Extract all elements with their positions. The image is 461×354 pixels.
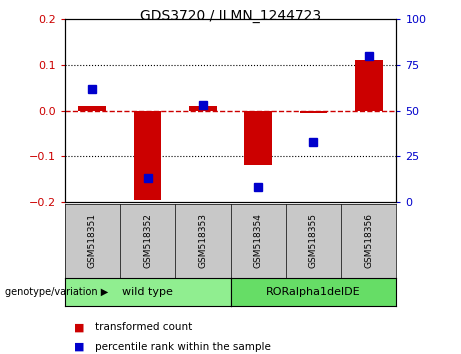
Text: GSM518352: GSM518352 xyxy=(143,213,152,268)
Text: GSM518351: GSM518351 xyxy=(88,213,97,268)
Text: GSM518356: GSM518356 xyxy=(364,213,373,268)
Text: RORalpha1delDE: RORalpha1delDE xyxy=(266,287,361,297)
Text: wild type: wild type xyxy=(122,287,173,297)
Bar xyxy=(244,111,272,165)
Bar xyxy=(355,61,383,111)
Bar xyxy=(189,106,217,111)
Text: GSM518355: GSM518355 xyxy=(309,213,318,268)
Bar xyxy=(134,111,161,200)
Bar xyxy=(78,106,106,111)
Text: GDS3720 / ILMN_1244723: GDS3720 / ILMN_1244723 xyxy=(140,9,321,23)
Text: percentile rank within the sample: percentile rank within the sample xyxy=(95,342,271,352)
Text: genotype/variation ▶: genotype/variation ▶ xyxy=(5,287,108,297)
Text: GSM518353: GSM518353 xyxy=(198,213,207,268)
Text: GSM518354: GSM518354 xyxy=(254,213,263,268)
Bar xyxy=(300,111,327,113)
Text: ■: ■ xyxy=(74,322,84,332)
Text: ■: ■ xyxy=(74,342,84,352)
Text: transformed count: transformed count xyxy=(95,322,192,332)
